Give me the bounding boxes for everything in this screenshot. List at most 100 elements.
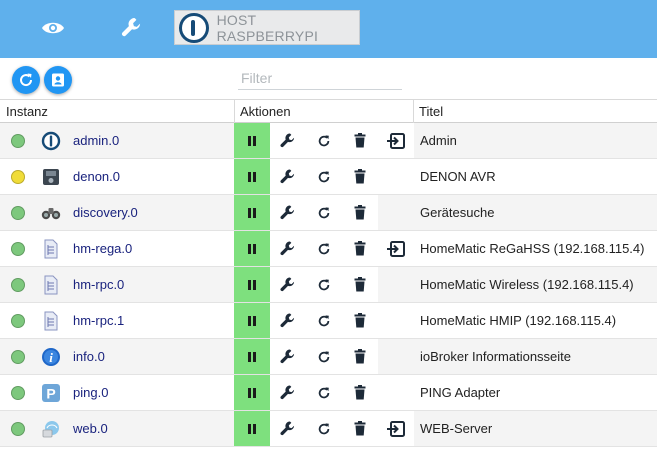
wrench-icon <box>280 313 295 327</box>
pause-icon <box>248 387 256 398</box>
instance-name[interactable]: ping.0 <box>73 385 109 400</box>
open-web-button[interactable] <box>378 123 414 158</box>
delete-button[interactable] <box>342 123 378 158</box>
delete-button[interactable] <box>342 195 378 230</box>
instance-title: Admin <box>420 133 457 148</box>
settings-button[interactable] <box>270 339 306 374</box>
instance-name[interactable]: hm-rega.0 <box>73 241 133 256</box>
instance-title: HomeMatic HMIP (192.168.115.4) <box>420 313 617 328</box>
pause-button[interactable] <box>234 339 270 374</box>
settings-button[interactable] <box>270 159 306 194</box>
reload-instance-button[interactable] <box>306 303 342 338</box>
column-header-instance[interactable]: Instanz <box>6 104 48 119</box>
delete-button[interactable] <box>342 375 378 410</box>
reload-instance-button[interactable] <box>306 267 342 302</box>
column-header-actions: Aktionen <box>240 104 291 119</box>
row-actions <box>234 195 414 230</box>
settings-button[interactable] <box>270 375 306 410</box>
instance-title: Gerätesuche <box>420 205 495 220</box>
pause-button[interactable] <box>234 159 270 194</box>
homematic-icon <box>36 231 66 266</box>
homematic-icon <box>36 267 66 302</box>
user-card-icon <box>52 73 64 87</box>
instance-name[interactable]: denon.0 <box>73 169 120 184</box>
refresh-icon <box>318 350 330 362</box>
instance-name[interactable]: discovery.0 <box>73 205 138 220</box>
open-web-button[interactable] <box>378 411 414 446</box>
instance-title: ioBroker Informationsseite <box>420 349 572 364</box>
pause-button[interactable] <box>234 195 270 230</box>
filter-input[interactable] <box>238 66 402 90</box>
web-server-icon <box>36 411 66 446</box>
settings-button[interactable] <box>270 123 306 158</box>
delete-button[interactable] <box>342 411 378 446</box>
trash-icon <box>354 421 366 436</box>
table-row: hm-rpc.0 HomeMatic Wireless (192.168.115.… <box>0 267 657 303</box>
settings-button[interactable] <box>270 411 306 446</box>
pause-button[interactable] <box>234 303 270 338</box>
settings-button[interactable] <box>270 303 306 338</box>
settings-button[interactable] <box>270 267 306 302</box>
status-indicator <box>11 422 25 436</box>
settings-button[interactable] <box>270 195 306 230</box>
column-divider <box>234 100 235 123</box>
delete-button[interactable] <box>342 231 378 266</box>
reload-instance-button[interactable] <box>306 411 342 446</box>
instance-name[interactable]: web.0 <box>73 421 108 436</box>
sign-in-icon <box>387 240 405 257</box>
table-row: i info.0 ioBroker Informationsseite <box>0 339 657 375</box>
delete-button[interactable] <box>342 339 378 374</box>
reload-instance-button[interactable] <box>306 195 342 230</box>
pause-icon <box>248 279 256 290</box>
wrench-icon <box>280 385 295 399</box>
reload-instance-button[interactable] <box>306 123 342 158</box>
pause-button[interactable] <box>234 231 270 266</box>
open-web-button[interactable] <box>378 231 414 266</box>
instance-name[interactable]: hm-rpc.0 <box>73 277 125 292</box>
host-tab[interactable]: HOST RASPBERRYPI <box>174 10 360 45</box>
row-actions <box>234 231 414 266</box>
reload-instance-button[interactable] <box>306 231 342 266</box>
expert-mode-button[interactable] <box>44 66 72 94</box>
trash-icon <box>354 385 366 400</box>
binoculars-icon <box>36 195 66 230</box>
pause-icon <box>248 423 256 434</box>
wrench-icon[interactable] <box>114 10 150 46</box>
table-row: denon.0 DENON AVR <box>0 159 657 195</box>
delete-button[interactable] <box>342 267 378 302</box>
instance-name[interactable]: info.0 <box>73 349 105 364</box>
status-indicator <box>11 206 25 220</box>
settings-button[interactable] <box>270 231 306 266</box>
pause-button[interactable] <box>234 267 270 302</box>
reload-instance-button[interactable] <box>306 159 342 194</box>
top-bar: HOST RASPBERRYPI <box>0 0 657 58</box>
delete-button[interactable] <box>342 303 378 338</box>
pause-icon <box>248 135 256 146</box>
reload-button[interactable] <box>12 66 40 94</box>
wrench-icon <box>280 349 295 363</box>
pause-button[interactable] <box>234 123 270 158</box>
trash-icon <box>354 169 366 184</box>
reload-instance-button[interactable] <box>306 375 342 410</box>
wrench-icon <box>280 205 295 219</box>
iobroker-logo-icon <box>179 12 209 43</box>
reload-instance-button[interactable] <box>306 339 342 374</box>
table-row: discovery.0 Gerätesuche <box>0 195 657 231</box>
wrench-icon <box>280 421 295 435</box>
instance-name[interactable]: admin.0 <box>73 133 120 148</box>
row-actions <box>234 303 414 338</box>
wrench-icon <box>280 241 295 255</box>
table-row: web.0 WEB-Server <box>0 411 657 447</box>
eye-icon[interactable] <box>35 10 71 46</box>
instance-name[interactable]: hm-rpc.1 <box>73 313 125 328</box>
delete-button[interactable] <box>342 159 378 194</box>
status-indicator <box>11 386 25 400</box>
table-row: admin.0 Admin <box>0 123 657 159</box>
pause-button[interactable] <box>234 375 270 410</box>
pause-button[interactable] <box>234 411 270 446</box>
table-header: Instanz Aktionen Titel <box>0 99 657 123</box>
column-header-title[interactable]: Titel <box>419 104 444 119</box>
info-icon: i <box>36 339 66 374</box>
status-indicator <box>11 134 25 148</box>
row-actions <box>234 339 414 374</box>
